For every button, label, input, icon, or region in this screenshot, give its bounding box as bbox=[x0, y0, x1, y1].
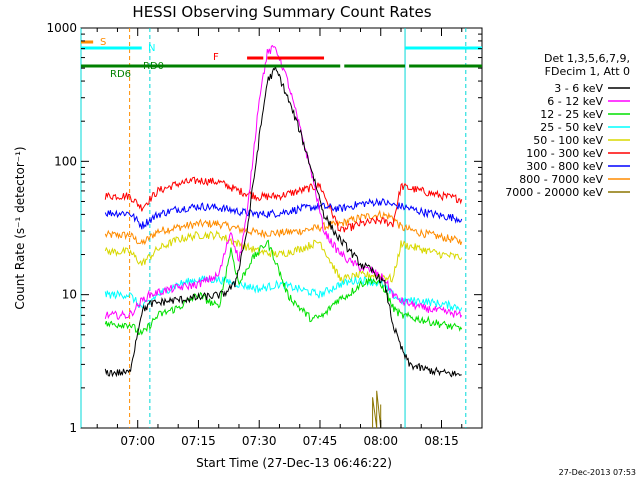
x-axis: 07:00 07:15 07:30 07:45 08:00 08:15 bbox=[96, 28, 483, 448]
x-tick-label: 08:15 bbox=[424, 434, 459, 448]
x-axis-label: Start Time (27-Dec-13 06:46:22) bbox=[196, 456, 392, 470]
y-tick-label: 100 bbox=[54, 154, 77, 168]
flag-label-rd6: RD6 bbox=[110, 69, 131, 80]
y-tick-label: 1000 bbox=[46, 21, 77, 35]
flag-label-f: F bbox=[213, 52, 219, 63]
series-line-3 bbox=[104, 274, 463, 312]
timestamp-label: 27-Dec-2013 07:53 bbox=[559, 468, 636, 477]
x-tick-label: 07:15 bbox=[181, 434, 216, 448]
legend-entry-label: 300 - 800 keV bbox=[526, 160, 603, 173]
chart-title: HESSI Observing Summary Count Rates bbox=[132, 3, 431, 21]
legend-entry-label: 3 - 6 keV bbox=[554, 82, 603, 95]
series-line-5 bbox=[104, 176, 463, 233]
series-line-7 bbox=[104, 209, 463, 246]
y-tick-label: 10 bbox=[62, 288, 77, 302]
y-axis-label: Count Rate (s⁻¹ detector⁻¹) bbox=[13, 146, 27, 309]
flag-label-rd0: RD0 bbox=[143, 61, 164, 72]
flag-label-n: N bbox=[148, 43, 155, 54]
y-axis: 1 10 100 1000 bbox=[46, 21, 482, 435]
x-tick-label: 07:45 bbox=[303, 434, 338, 448]
legend-entry-label: 800 - 7000 keV bbox=[519, 173, 603, 186]
legend-entry-label: 12 - 25 keV bbox=[540, 108, 603, 121]
legend-header-line: FDecim 1, Att 0 bbox=[545, 65, 630, 78]
flag-bars: S N F RD0 RD6 bbox=[81, 37, 482, 80]
series-line-8 bbox=[372, 390, 382, 429]
plot-area: S N F RD0 RD6 bbox=[80, 27, 483, 429]
series-line-4 bbox=[104, 230, 463, 284]
legend-entry-label: 100 - 300 keV bbox=[526, 147, 603, 160]
x-tick-label: 07:30 bbox=[242, 434, 277, 448]
legend-entry-label: 6 - 12 keV bbox=[547, 95, 603, 108]
legend-header-line: Det 1,3,5,6,7,9, bbox=[544, 52, 630, 65]
y-tick-label: 1 bbox=[69, 421, 77, 435]
x-tick-label: 08:00 bbox=[363, 434, 398, 448]
series-line-0 bbox=[104, 64, 462, 378]
series-line-1 bbox=[104, 44, 463, 320]
series-layer bbox=[104, 44, 463, 429]
x-tick-label: 07:00 bbox=[120, 434, 155, 448]
legend-entry-label: 50 - 100 keV bbox=[533, 134, 603, 147]
legend-entry-label: 7000 - 20000 keV bbox=[505, 186, 603, 199]
series-line-2 bbox=[104, 239, 463, 336]
series-line-6 bbox=[104, 197, 463, 230]
flag-label-s: S bbox=[100, 37, 106, 48]
legend-entry-label: 25 - 50 keV bbox=[540, 121, 603, 134]
legend: Det 1,3,5,6,7,9,FDecim 1, Att 0 3 - 6 keV… bbox=[505, 52, 630, 199]
